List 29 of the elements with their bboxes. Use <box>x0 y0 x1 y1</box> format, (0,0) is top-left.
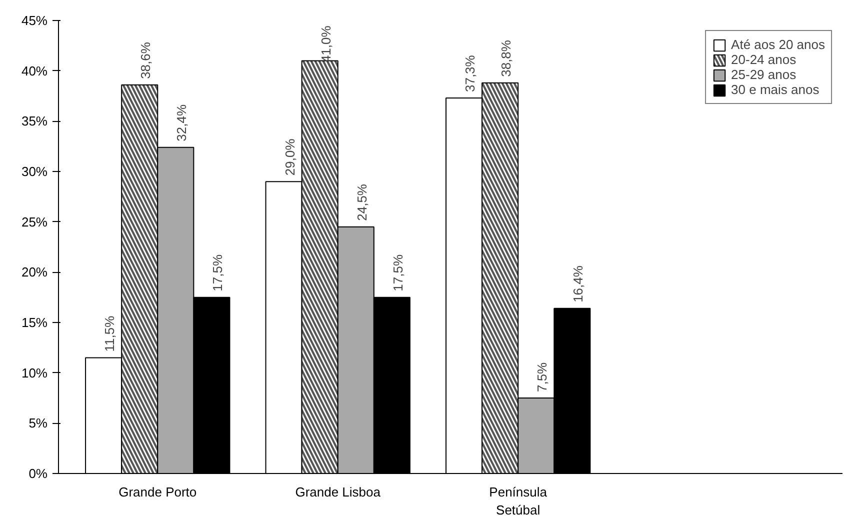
x-tick-label: Grande Porto <box>118 484 197 500</box>
y-tick-label: 35% <box>21 114 48 129</box>
legend-label: Até aos 20 anos <box>731 37 825 52</box>
data-label: 16,4% <box>570 265 586 302</box>
data-label: 17,5% <box>210 254 226 292</box>
data-label: 32,4% <box>174 104 190 142</box>
legend-label: 30 e mais anos <box>731 82 820 97</box>
y-tick-label: 45% <box>21 13 48 28</box>
data-label: 24,5% <box>354 184 370 221</box>
y-tick-label: 25% <box>21 214 48 230</box>
data-label: 17,5% <box>390 254 406 292</box>
data-label: 29,0% <box>282 138 298 176</box>
data-label: 7,5% <box>534 362 550 392</box>
y-tick-label: 30% <box>21 164 48 179</box>
y-tick-label: 40% <box>21 63 48 78</box>
legend-label: 25-29 anos <box>731 67 796 82</box>
data-label: 38,8% <box>498 40 514 77</box>
data-label: 37,3% <box>462 54 478 92</box>
x-tick-label: Península Setúbal <box>489 484 548 518</box>
y-tick-label: 5% <box>28 416 48 431</box>
data-label: 41,0% <box>318 25 334 63</box>
data-label: 11,5% <box>102 315 118 352</box>
y-tick-label: 10% <box>21 365 48 380</box>
x-tick-label: Grande Lisboa <box>295 484 382 500</box>
y-tick-label: 20% <box>21 264 48 280</box>
y-tick-label: 15% <box>21 315 48 330</box>
legend-label: 20-24 anos <box>731 52 796 67</box>
y-tick-label: 0% <box>28 466 48 481</box>
data-label: 38,6% <box>138 42 154 79</box>
